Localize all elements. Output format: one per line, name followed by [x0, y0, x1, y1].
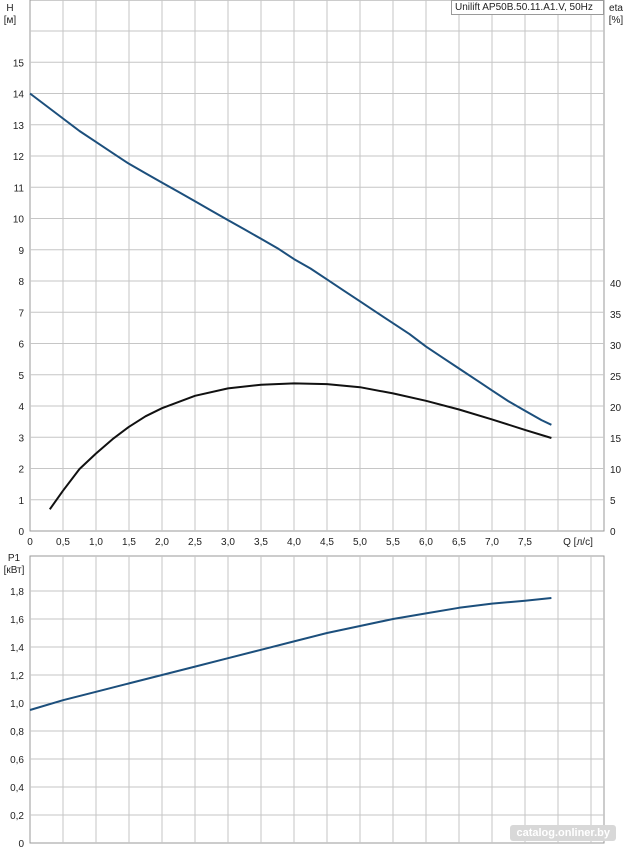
x-tick-label: 6,5 [452, 537, 466, 548]
x-tick-label: 7,0 [485, 537, 499, 548]
y2-tick-label: 20 [610, 403, 622, 414]
p1-tick-label: 1,2 [10, 671, 24, 682]
y-tick-label: 5 [18, 371, 24, 382]
bottom-plot-series [29, 597, 552, 711]
p1-tick-label: 0,2 [10, 811, 24, 822]
bottom-plot-grid [29, 555, 605, 844]
p1-axis-unit: [кВт] [4, 565, 25, 576]
y-tick-label: 7 [18, 308, 24, 319]
y-tick-label: 15 [13, 58, 25, 69]
y-tick-label: 10 [13, 215, 25, 226]
top-plot-grid [29, 0, 605, 532]
top-plot-series [29, 92, 552, 510]
y-tick-label: 12 [13, 152, 25, 163]
y2-tick-label: 5 [610, 496, 616, 507]
x-tick-label: 0,5 [56, 537, 70, 548]
p1-tick-label: 0,4 [10, 783, 24, 794]
y2-tick-label: 40 [610, 279, 622, 290]
head-curve-line [29, 92, 552, 426]
y-tick-label: 0 [18, 527, 24, 538]
y2-tick-label: 0 [610, 527, 616, 538]
y-tick-label: 14 [13, 90, 25, 101]
p1-tick-label: 0,6 [10, 755, 24, 766]
x-tick-label: 0 [27, 537, 33, 548]
y-tick-label: 2 [18, 465, 24, 476]
power-curve-line [29, 597, 552, 711]
x-tick-label: 2,0 [155, 537, 169, 548]
watermark-logo: catalog.onliner.by [510, 825, 616, 841]
y-tick-label: 9 [18, 246, 24, 257]
y2-tick-label: 15 [610, 434, 622, 445]
y-axis-unit: [м] [4, 15, 17, 26]
x-tick-label: 1,0 [89, 537, 103, 548]
p1-tick-label: 1,6 [10, 615, 24, 626]
x-tick-label: 5,0 [353, 537, 367, 548]
x-tick-label: 3,5 [254, 537, 268, 548]
p1-tick-label: 0 [18, 839, 24, 850]
y-tick-label: 4 [18, 402, 24, 413]
x-tick-label: 7,5 [518, 537, 532, 548]
x-tick-label: 3,0 [221, 537, 235, 548]
y2-tick-label: 30 [610, 341, 622, 352]
y2-tick-label: 35 [610, 310, 622, 321]
x-tick-label: 6,0 [419, 537, 433, 548]
y-tick-label: 8 [18, 277, 24, 288]
p1-tick-label: 1,4 [10, 643, 24, 654]
top-plot-frame [29, 0, 605, 532]
y-tick-label: 6 [18, 340, 24, 351]
y-tick-label: 1 [18, 496, 24, 507]
efficiency-curve-line [48, 382, 552, 510]
y2-tick-label: 25 [610, 372, 622, 383]
y2-axis-unit: [%] [609, 15, 624, 26]
x-tick-label: 5,5 [386, 537, 400, 548]
chart-title: Unilift AP50B.50.11.A1.V, 50Hz [451, 0, 604, 15]
x-tick-label: 1,5 [122, 537, 136, 548]
y-tick-label: 3 [18, 433, 24, 444]
x-tick-label: 2,5 [188, 537, 202, 548]
p1-tick-label: 1,8 [10, 587, 24, 598]
p1-tick-label: 1,0 [10, 699, 24, 710]
p1-tick-label: 0,8 [10, 727, 24, 738]
bottom-plot-frame [29, 555, 605, 844]
y2-tick-label: 10 [610, 465, 622, 476]
x-tick-label: 4,5 [320, 537, 334, 548]
y-tick-label: 13 [13, 121, 25, 132]
x-axis-label: Q [л/с] [563, 537, 593, 548]
y-axis-label: H [6, 3, 13, 14]
p1-axis-label: P1 [8, 553, 21, 564]
y-tick-label: 11 [14, 183, 25, 194]
x-tick-label: 4,0 [287, 537, 301, 548]
y2-axis-label: eta [609, 3, 623, 14]
